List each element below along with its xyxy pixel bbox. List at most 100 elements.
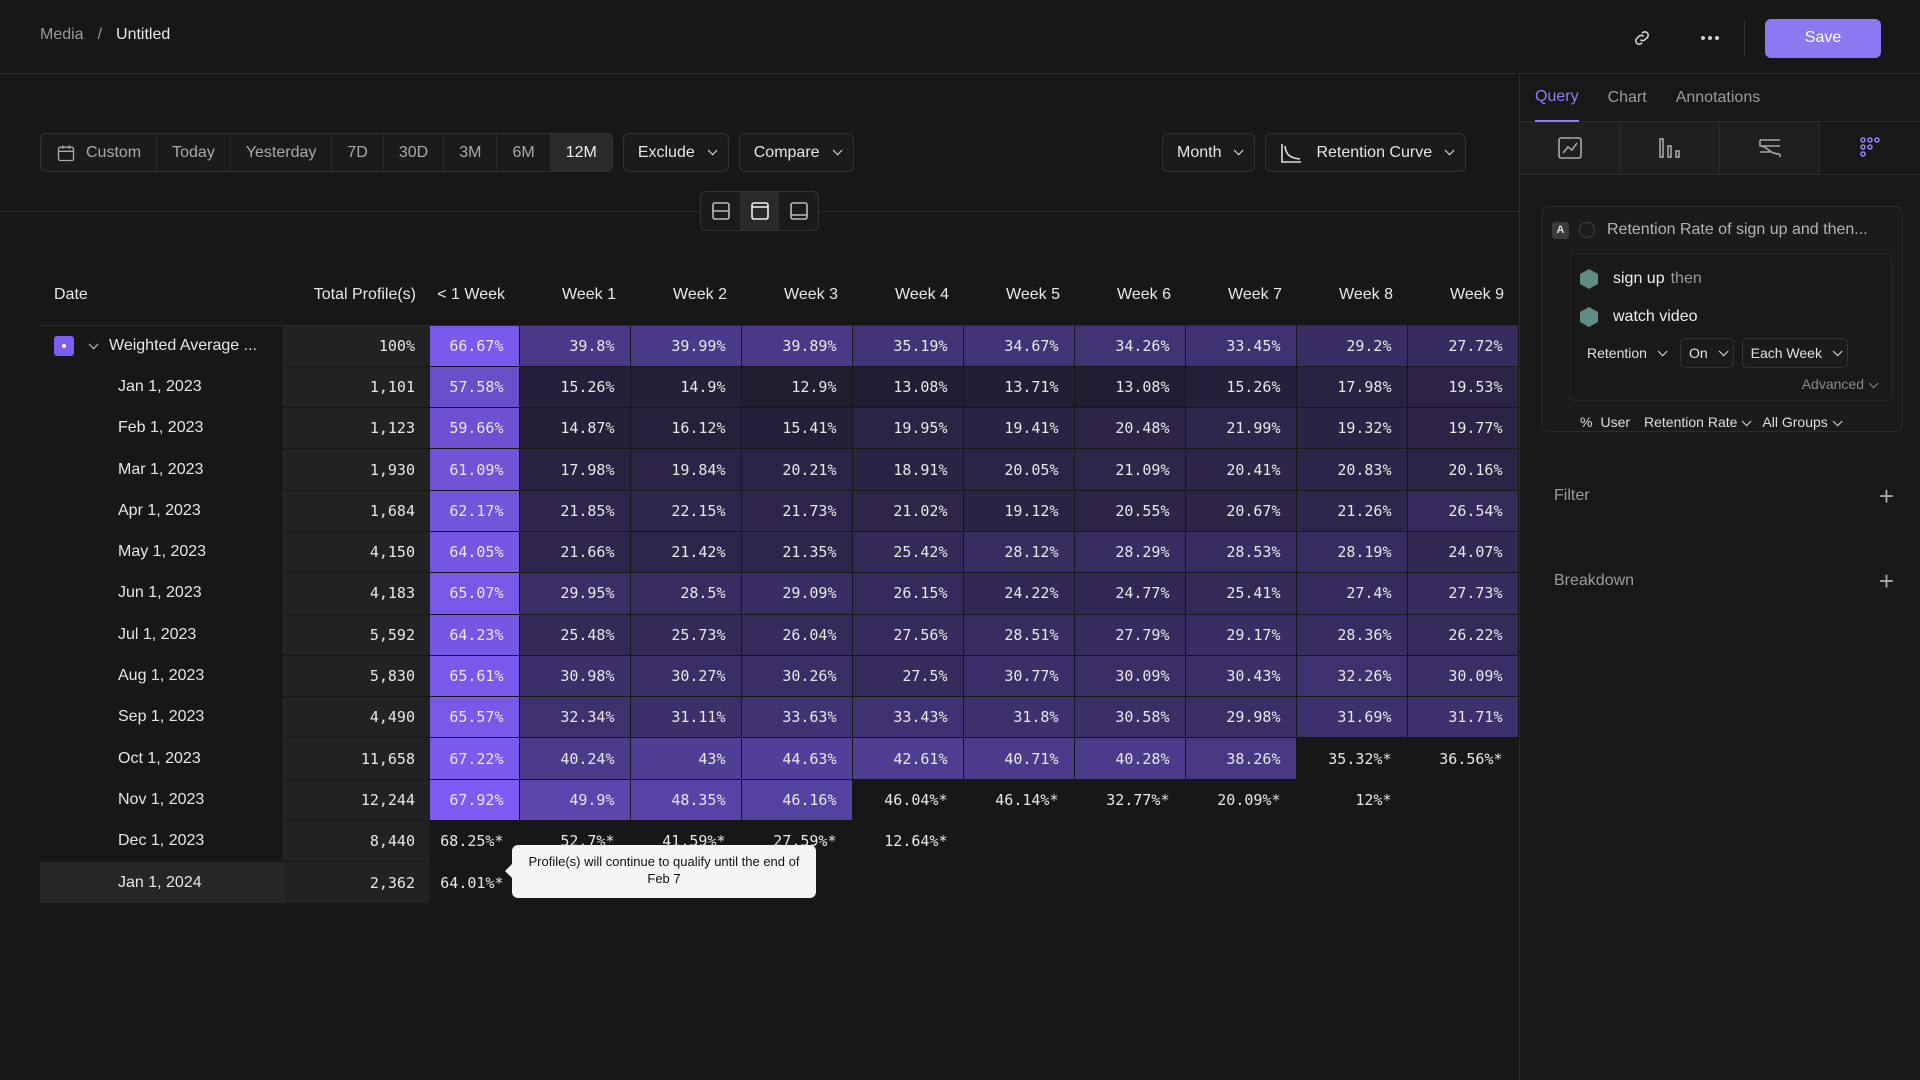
retention-cell[interactable]: 40.28% — [1074, 737, 1186, 780]
retention-cell[interactable] — [963, 861, 1075, 904]
table-row[interactable]: Aug 1, 2023 5,830 65.61% 30.98% 30.27% 30.26%… — [40, 655, 1519, 698]
retention-cell[interactable]: 28.19% — [1296, 531, 1408, 574]
retention-cell[interactable]: 35.19% — [852, 325, 964, 367]
range-yesterday[interactable]: Yesterday — [231, 134, 333, 171]
retention-cell[interactable]: 64.23% — [430, 614, 520, 656]
retention-cell[interactable]: 14.87% — [519, 407, 631, 450]
retention-cell[interactable]: 32.77%* — [1074, 779, 1186, 822]
retention-cell[interactable]: 20.41% — [1185, 448, 1297, 491]
retention-cell[interactable]: 40.24% — [519, 737, 631, 780]
custom-range-button[interactable]: Custom — [41, 134, 158, 171]
retention-cell[interactable]: 46.16% — [741, 779, 853, 822]
retention-cell[interactable]: 38.26% — [1185, 737, 1297, 780]
interval-dropdown[interactable]: Month — [1162, 133, 1256, 172]
retention-cell[interactable]: 19.32% — [1296, 407, 1408, 450]
user-label[interactable]: User — [1600, 414, 1631, 430]
retention-cell[interactable]: 21.09% — [1074, 448, 1186, 491]
retention-cell[interactable]: 59.66% — [430, 407, 520, 450]
chevron-down-icon[interactable] — [88, 339, 99, 350]
add-filter-icon[interactable]: + — [1878, 481, 1894, 511]
retention-cell[interactable]: 27.79% — [1074, 614, 1186, 656]
retention-cell[interactable]: 42.61% — [852, 737, 964, 780]
retention-cell[interactable]: 13.08% — [852, 366, 964, 409]
retention-cell[interactable] — [1407, 820, 1519, 863]
retention-cell[interactable]: 12%* — [1296, 779, 1408, 822]
retention-cell[interactable]: 30.27% — [630, 655, 742, 698]
retention-cell[interactable]: 15.41% — [741, 407, 853, 450]
retention-cell[interactable]: 24.22% — [963, 572, 1075, 615]
column-header-week-2[interactable]: Week 2 — [630, 265, 741, 326]
tab-annotations[interactable]: Annotations — [1675, 89, 1761, 106]
retention-cell[interactable]: 18.91% — [852, 448, 964, 491]
query-color-icon[interactable] — [1579, 222, 1595, 238]
retention-cell[interactable]: 27.5% — [852, 655, 964, 698]
retention-cell[interactable]: 13.08% — [1074, 366, 1186, 409]
retention-cell[interactable]: 15.26% — [519, 366, 631, 409]
retention-cell[interactable]: 30.43% — [1185, 655, 1297, 698]
row-checkbox[interactable] — [54, 335, 74, 356]
retention-cell[interactable]: 19.84% — [630, 448, 742, 491]
retention-cell[interactable] — [852, 861, 964, 904]
retention-cell[interactable]: 14.9% — [630, 366, 742, 409]
retention-cell[interactable]: 65.57% — [430, 696, 520, 739]
on-dropdown[interactable]: On — [1679, 338, 1734, 368]
retention-cell[interactable]: 39.89% — [741, 325, 853, 367]
table-row[interactable]: May 1, 2023 4,150 64.05% 21.66% 21.42% 21.35%… — [40, 531, 1519, 574]
retention-cell[interactable]: 49.9% — [519, 779, 631, 822]
retention-cell[interactable]: 26.22% — [1407, 614, 1519, 656]
chart-layout-icon[interactable] — [779, 192, 818, 230]
link-icon[interactable] — [1622, 18, 1662, 58]
retention-cell[interactable]: 46.04%* — [852, 779, 964, 822]
retention-cell[interactable]: 19.41% — [963, 407, 1075, 450]
retention-cell[interactable]: 25.73% — [630, 614, 742, 656]
retention-cell[interactable]: 46.14%* — [963, 779, 1075, 822]
retention-cell[interactable]: 39.99% — [630, 325, 742, 367]
retention-cell[interactable]: 22.15% — [630, 490, 742, 532]
table-row[interactable]: Sep 1, 2023 4,490 65.57% 32.34% 31.11% 33.63%… — [40, 696, 1519, 739]
retention-cell[interactable]: 34.26% — [1074, 325, 1186, 367]
retention-cell[interactable]: 36.56%* — [1407, 737, 1519, 780]
column-header-week-7[interactable]: Week 7 — [1185, 265, 1296, 326]
retention-cell[interactable]: 29.17% — [1185, 614, 1297, 656]
compare-dropdown[interactable]: Compare — [738, 133, 854, 172]
retention-cell[interactable]: 57.58% — [430, 366, 520, 409]
retention-cell[interactable]: 28.53% — [1185, 531, 1297, 574]
retention-cell[interactable]: 28.51% — [963, 614, 1075, 656]
retention-cell[interactable]: 27.72% — [1407, 325, 1519, 367]
measure-dropdown[interactable]: Retention Rate — [1644, 414, 1752, 430]
retention-cell[interactable]: 25.48% — [519, 614, 631, 656]
retention-cell[interactable]: 28.29% — [1074, 531, 1186, 574]
range-3m[interactable]: 3M — [444, 134, 498, 171]
retention-cell[interactable]: 27.56% — [852, 614, 964, 656]
retention-cell[interactable]: 21.02% — [852, 490, 964, 532]
retention-cell[interactable]: 39.8% — [519, 325, 631, 367]
range-12m[interactable]: 12M — [550, 134, 612, 171]
retention-cell[interactable]: 43% — [630, 737, 742, 780]
column-header-week-0[interactable]: < 1 Week — [430, 265, 519, 326]
each-week-dropdown[interactable]: Each Week — [1741, 338, 1848, 368]
retention-cell[interactable]: 30.09% — [1074, 655, 1186, 698]
breadcrumb-current[interactable]: Untitled — [116, 26, 171, 43]
retention-cell[interactable]: 33.63% — [741, 696, 853, 739]
retention-cell[interactable]: 28.36% — [1296, 614, 1408, 656]
column-header-week-5[interactable]: Week 5 — [963, 265, 1074, 326]
retention-cell[interactable]: 30.58% — [1074, 696, 1186, 739]
retention-cell[interactable]: 24.77% — [1074, 572, 1186, 615]
breadcrumb-parent[interactable]: Media — [40, 26, 84, 43]
retention-cell[interactable]: 64.05% — [430, 531, 520, 574]
retention-cell[interactable]: 34.67% — [963, 325, 1075, 367]
retention-cell[interactable]: 68.25%* — [430, 820, 520, 863]
retention-cell[interactable]: 20.16% — [1407, 448, 1519, 491]
retention-cell[interactable]: 32.26% — [1296, 655, 1408, 698]
retention-cell[interactable]: 65.07% — [430, 572, 520, 615]
column-header-week-1[interactable]: Week 1 — [519, 265, 630, 326]
retention-cell[interactable]: 29.95% — [519, 572, 631, 615]
table-row[interactable]: Mar 1, 2023 1,930 61.09% 17.98% 19.84% 20.21%… — [40, 448, 1519, 491]
retention-cell[interactable]: 62.17% — [430, 490, 520, 532]
retention-cell[interactable]: 40.71% — [963, 737, 1075, 780]
retention-cell[interactable]: 26.04% — [741, 614, 853, 656]
retention-cell[interactable]: 24.07% — [1407, 531, 1519, 574]
retention-cell[interactable] — [1074, 820, 1186, 863]
retention-cell[interactable]: 66.67% — [430, 325, 520, 367]
column-header-week-8[interactable]: Week 8 — [1296, 265, 1407, 326]
